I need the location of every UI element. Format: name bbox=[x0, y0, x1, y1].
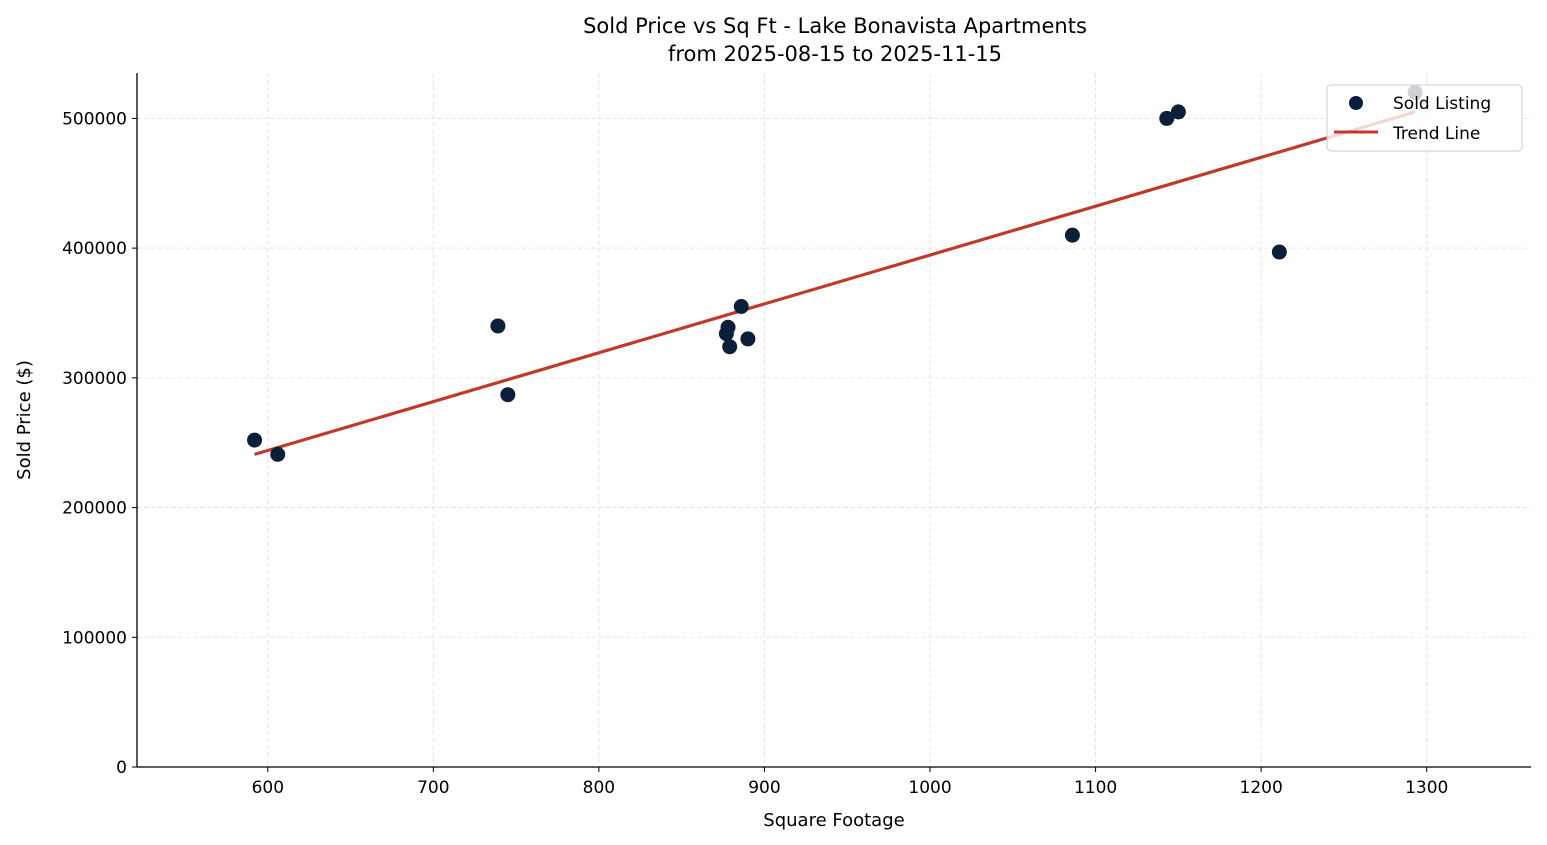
y-tick-label: 0 bbox=[116, 758, 127, 778]
x-tick-label: 1100 bbox=[1074, 778, 1117, 798]
data-point bbox=[718, 326, 734, 342]
y-tick-label: 100000 bbox=[62, 628, 127, 648]
grid bbox=[137, 73, 1531, 768]
data-point bbox=[1159, 110, 1175, 126]
data-point bbox=[1064, 227, 1080, 243]
trend-line bbox=[254, 110, 1416, 456]
y-tick-label: 300000 bbox=[62, 369, 127, 389]
x-axis-ticks: 600 700 800 900 1000 1100 1200 1300 bbox=[252, 767, 1448, 798]
x-tick-label: 600 bbox=[252, 778, 284, 798]
y-axis-ticks: 0 100000 200000 300000 400000 500000 bbox=[62, 109, 137, 778]
data-point bbox=[722, 339, 738, 355]
data-point bbox=[490, 318, 506, 334]
trend-line-group bbox=[254, 110, 1416, 456]
x-tick-label: 1300 bbox=[1405, 778, 1448, 798]
data-point bbox=[1271, 244, 1287, 260]
x-tick-label: 1200 bbox=[1240, 778, 1283, 798]
y-tick-label: 500000 bbox=[62, 109, 127, 129]
data-point bbox=[740, 331, 756, 347]
chart-subtitle: from 2025-08-15 to 2025-11-15 bbox=[668, 42, 1002, 66]
legend: Sold Listing Trend Line bbox=[1326, 84, 1523, 152]
data-point bbox=[500, 387, 516, 403]
data-point bbox=[270, 446, 286, 462]
data-point bbox=[247, 432, 263, 448]
x-tick-label: 700 bbox=[417, 778, 449, 798]
legend-marker-sold-listing bbox=[1349, 96, 1363, 110]
data-point bbox=[1170, 104, 1186, 120]
y-axis-label: Sold Price ($) bbox=[14, 360, 35, 480]
x-tick-label: 900 bbox=[748, 778, 780, 798]
legend-label-sold-listing: Sold Listing bbox=[1393, 94, 1491, 114]
legend-box bbox=[1326, 84, 1523, 152]
scatter-points bbox=[247, 84, 1423, 462]
legend-label-trend-line: Trend Line bbox=[1392, 124, 1480, 144]
chart-title: Sold Price vs Sq Ft - Lake Bonavista Apa… bbox=[583, 14, 1087, 38]
x-axis-label: Square Footage bbox=[763, 810, 904, 831]
y-tick-label: 200000 bbox=[62, 499, 127, 519]
x-tick-label: 1000 bbox=[908, 778, 951, 798]
data-point bbox=[733, 298, 749, 314]
x-tick-label: 800 bbox=[583, 778, 615, 798]
y-tick-label: 400000 bbox=[62, 239, 127, 259]
